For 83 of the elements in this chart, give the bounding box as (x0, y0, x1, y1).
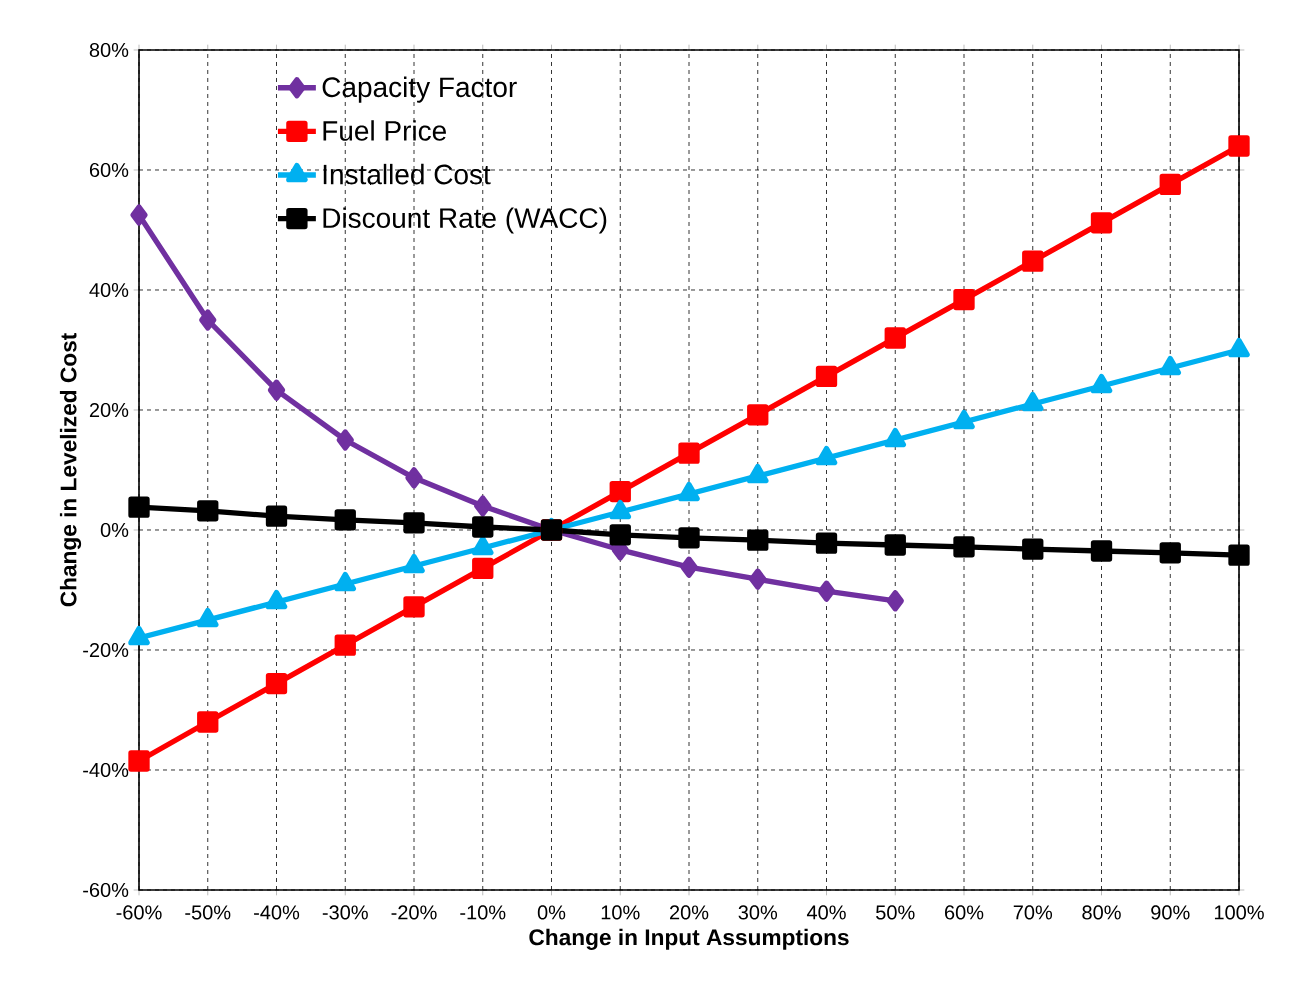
y-tick-label: -60% (83, 882, 129, 898)
y-tick-label: 60% (89, 162, 129, 178)
x-tick-label: -60% (116, 905, 162, 920)
x-tick-label: 50% (876, 905, 915, 920)
x-tick-label: -10% (460, 905, 506, 920)
x-tick-label: 40% (806, 905, 846, 920)
x-tick-label: 90% (1151, 905, 1190, 920)
point (953, 288, 975, 311)
point (1228, 135, 1250, 157)
point (749, 568, 767, 590)
point (472, 536, 494, 556)
point (953, 536, 975, 558)
point (884, 327, 906, 349)
point (334, 509, 356, 531)
point (1159, 356, 1182, 376)
x-tick-label: 70% (1013, 905, 1053, 920)
x-tick-label: -20% (391, 905, 437, 920)
y-tick-label: 0% (100, 522, 129, 538)
point (267, 379, 286, 401)
point (817, 580, 836, 602)
point (680, 556, 698, 578)
point (886, 590, 904, 612)
point (474, 495, 492, 517)
x-tick-label: 10% (601, 905, 640, 920)
point (884, 534, 906, 556)
point (128, 626, 150, 646)
point (336, 429, 354, 451)
point (747, 464, 769, 484)
point (1022, 250, 1044, 272)
legend-label: Discount Rate (WACC) (323, 207, 607, 234)
point (405, 467, 423, 489)
point (1159, 542, 1181, 564)
x-tick-label: 80% (1082, 905, 1121, 920)
point (1228, 544, 1250, 566)
point (678, 442, 700, 464)
x-tick-label: 30% (738, 905, 778, 920)
point (197, 608, 219, 628)
point (199, 309, 217, 331)
x-tick-label: 100% (1214, 905, 1264, 920)
x-tick-label: 60% (945, 905, 984, 920)
point (747, 529, 769, 551)
point (1090, 540, 1113, 562)
point (130, 204, 148, 226)
point (197, 711, 219, 733)
x-tick-label: -30% (322, 905, 368, 920)
point (747, 404, 769, 426)
legend-label: Fuel Price (323, 120, 446, 141)
x-axis-title: Change in Input Assumptions (529, 928, 849, 950)
x-tick-label: 20% (670, 905, 709, 920)
point (265, 505, 288, 527)
point (1228, 338, 1250, 358)
legend-label: Installed Cost (323, 163, 491, 185)
point (678, 482, 700, 502)
point (403, 512, 425, 534)
point (128, 496, 150, 518)
y-tick-label: 80% (89, 42, 129, 58)
point (609, 480, 631, 503)
point (403, 596, 425, 618)
point (609, 500, 632, 520)
point (128, 750, 150, 772)
y-tick-label: 40% (89, 282, 129, 298)
y-axis-title: Change in Levelized Cost (59, 332, 82, 607)
point (197, 500, 219, 522)
x-tick-label: -50% (185, 905, 231, 920)
point (334, 634, 356, 656)
x-tick-label: -40% (254, 905, 300, 920)
point (815, 365, 838, 388)
y-tick-label: 20% (89, 402, 129, 418)
point (1090, 374, 1113, 394)
y-tick-label: -40% (83, 762, 129, 778)
point (1159, 173, 1181, 196)
point (815, 446, 838, 466)
point (609, 524, 631, 546)
point (1090, 212, 1113, 234)
point (815, 532, 838, 554)
y-tick-label: -20% (83, 642, 129, 658)
point (678, 527, 700, 549)
legend-label: Capacity Factor (322, 76, 517, 103)
x-tick-label: 0% (537, 905, 566, 920)
point (472, 516, 494, 538)
point (265, 672, 288, 695)
point (472, 557, 494, 580)
point (1022, 538, 1044, 560)
